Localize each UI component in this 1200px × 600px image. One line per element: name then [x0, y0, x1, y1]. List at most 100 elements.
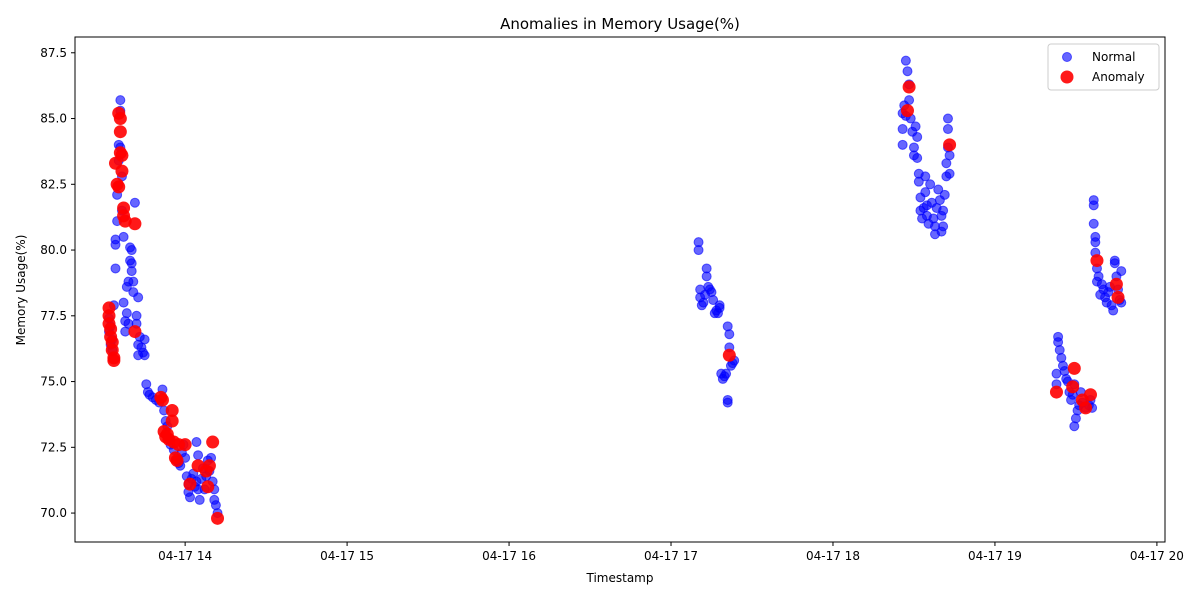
anomaly-point — [1049, 385, 1063, 399]
normal-point — [133, 292, 144, 303]
normal-point — [115, 95, 126, 106]
normal-point — [900, 55, 911, 66]
anomaly-point — [206, 435, 220, 449]
normal-point — [925, 179, 936, 190]
y-tick-label: 77.5 — [40, 309, 67, 323]
legend-anomaly-label: Anomaly — [1092, 70, 1145, 84]
x-axis-label: Timestamp — [586, 571, 654, 585]
anomaly-point — [1079, 401, 1093, 415]
anomaly-point — [202, 459, 216, 473]
y-axis-label: Memory Usage(%) — [14, 235, 28, 346]
normal-point — [910, 121, 921, 132]
normal-point — [126, 266, 137, 277]
normal-point — [1109, 258, 1120, 269]
normal-point — [938, 221, 949, 232]
normal-point — [942, 124, 953, 135]
anomaly-point — [1067, 361, 1081, 375]
legend-normal-marker — [1062, 52, 1072, 62]
anomaly-point — [211, 511, 225, 525]
plot-frame — [74, 36, 1166, 543]
legend-box — [1047, 43, 1160, 91]
y-tick-label: 85.0 — [40, 112, 67, 126]
anomaly-point — [115, 164, 129, 178]
x-tick-label: 04-17 18 — [806, 549, 860, 563]
normal-point — [944, 168, 955, 179]
anomaly-point — [112, 180, 126, 194]
y-tick-label: 75.0 — [40, 375, 67, 389]
legend: Normal Anomaly — [1047, 43, 1160, 91]
anomaly-point — [1066, 380, 1080, 394]
normal-point — [920, 187, 931, 198]
anomaly-point — [902, 80, 916, 94]
normal-point — [933, 184, 944, 195]
anomaly-point — [128, 325, 142, 339]
y-tick-label: 70.0 — [40, 506, 67, 520]
anomaly-point — [943, 138, 957, 152]
points-layer — [102, 55, 1127, 525]
anomaly-point — [115, 148, 129, 162]
anomaly-point — [165, 414, 179, 428]
normal-point — [129, 197, 140, 208]
normal-point — [1088, 200, 1099, 211]
normal-point — [701, 271, 712, 282]
normal-point — [1090, 237, 1101, 248]
normal-point — [942, 113, 953, 124]
normal-point — [939, 189, 950, 200]
normal-point — [944, 150, 955, 161]
normal-point — [121, 308, 132, 319]
normal-point — [938, 205, 949, 216]
x-axis: 04-17 14 04-17 15 04-17 16 04-17 17 04-17 18… — [158, 542, 1184, 563]
anomaly-point — [113, 125, 127, 139]
anomaly-point — [201, 480, 215, 494]
anomaly-point — [722, 348, 736, 362]
normal-point — [191, 437, 202, 448]
y-tick-label: 87.5 — [40, 46, 67, 60]
normal-point — [184, 492, 195, 503]
normal-point — [897, 124, 908, 135]
normal-point — [920, 171, 931, 182]
anomaly-point — [107, 354, 121, 368]
anomaly-point — [170, 453, 184, 467]
y-axis: 70.0 72.5 75.0 77.5 80.0 82.5 85.0 87.5 — [40, 46, 75, 520]
normal-point — [1053, 331, 1064, 342]
normal-point — [721, 368, 732, 379]
x-tick-label: 04-17 14 — [158, 549, 212, 563]
x-tick-label: 04-17 20 — [1130, 549, 1184, 563]
legend-normal-label: Normal — [1092, 50, 1135, 64]
anomaly-point — [1109, 277, 1123, 291]
normal-point — [1088, 218, 1099, 229]
y-tick-label: 82.5 — [40, 177, 67, 191]
anomaly-point — [113, 112, 127, 126]
normal-point — [912, 131, 923, 142]
normal-point — [110, 263, 121, 274]
normal-point — [193, 450, 204, 461]
normal-point — [722, 397, 733, 408]
anomaly-point — [1083, 388, 1097, 402]
anomaly-point — [900, 104, 914, 118]
normal-point — [118, 297, 129, 308]
normal-point — [126, 245, 137, 256]
anomaly-point — [1111, 290, 1125, 304]
normal-point — [139, 334, 150, 345]
y-tick-label: 72.5 — [40, 440, 67, 454]
normal-point — [118, 231, 129, 242]
normal-point — [128, 276, 139, 287]
normal-point — [1108, 305, 1119, 316]
normal-point — [902, 66, 913, 77]
normal-point — [693, 245, 704, 256]
anomaly-point — [155, 393, 169, 407]
normal-point — [139, 350, 150, 361]
anomaly-point — [1090, 254, 1104, 268]
anomaly-point — [183, 477, 197, 491]
y-tick-label: 80.0 — [40, 243, 67, 257]
normal-point — [904, 95, 915, 106]
normal-point — [708, 295, 719, 306]
x-tick-label: 04-17 19 — [968, 549, 1022, 563]
x-tick-label: 04-17 16 — [482, 549, 536, 563]
normal-point — [714, 302, 725, 313]
x-tick-label: 04-17 15 — [320, 549, 374, 563]
normal-point — [908, 142, 919, 153]
anomaly-point — [165, 403, 179, 417]
